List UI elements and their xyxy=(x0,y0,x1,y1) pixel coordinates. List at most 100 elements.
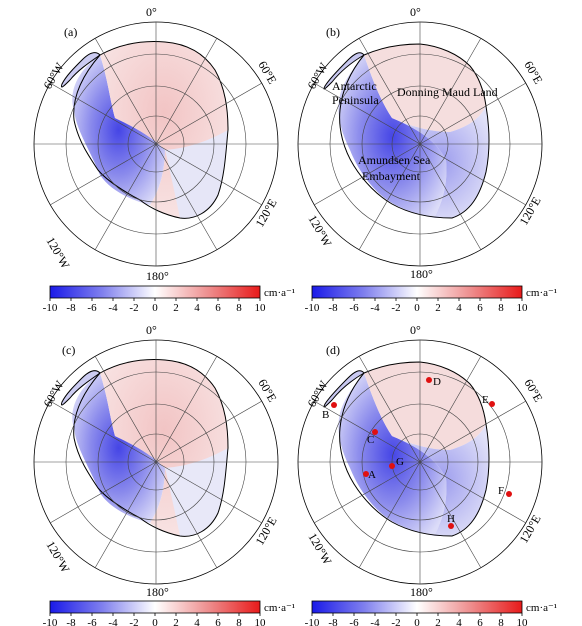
site-label: G xyxy=(396,456,404,468)
coastline xyxy=(339,361,490,537)
colorbar-tick-label: -8 xyxy=(66,302,76,314)
graticule xyxy=(297,21,543,267)
graticule xyxy=(33,21,279,267)
colorbar-tick-label: -4 xyxy=(370,617,380,626)
colorbar-unit: cm·a⁻¹ xyxy=(526,602,557,614)
colorbar-tick-label: 8 xyxy=(498,302,504,314)
continent-west-negative xyxy=(72,55,165,205)
panel-a: (a) 0° 180° 60°W 120°W 60°E 120°E xyxy=(33,5,280,283)
graticule-label-bottom: 180° xyxy=(146,269,169,283)
colorbar-tick-label: 8 xyxy=(498,617,504,626)
region-label-embayment: Embayment xyxy=(362,169,421,183)
colorbar-tick-label: 4 xyxy=(194,302,200,314)
colorbar-tick-label: 2 xyxy=(173,302,179,314)
graticule-label-top: 0° xyxy=(410,323,421,337)
colorbar-tick-label: 0 xyxy=(152,617,158,626)
site-c: C xyxy=(367,429,378,446)
colorbar-tick-label: 0 xyxy=(414,617,420,626)
graticule-label-bottom: 180° xyxy=(410,267,433,281)
colorbar-tick-label: 8 xyxy=(236,302,242,314)
colorbar-tick-label: -10 xyxy=(305,617,320,626)
region-label-amundsen-sea: Amundsen Sea xyxy=(358,153,431,167)
colorbar-unit: cm·a⁻¹ xyxy=(264,602,295,614)
colorbar-tick-label: 4 xyxy=(194,617,200,626)
continent-east-positive xyxy=(364,362,486,450)
colorbar-tick-label: -2 xyxy=(129,302,138,314)
colorbar-tick-label: 2 xyxy=(435,302,441,314)
colorbar-tick-label: 6 xyxy=(477,617,483,626)
graticule-label-right-upper: 60°E xyxy=(255,377,279,405)
colorbar-tick-label: -6 xyxy=(349,302,359,314)
continent-east-positive xyxy=(364,44,486,132)
region-label-peninsula: Peninsula xyxy=(332,93,379,107)
site-d: D xyxy=(426,376,441,388)
site-label: A xyxy=(368,469,376,481)
site-label: C xyxy=(367,434,374,446)
colorbar-unit: cm·a⁻¹ xyxy=(264,287,295,299)
continent-west-negative xyxy=(338,55,447,218)
graticule-label-top: 0° xyxy=(146,5,157,19)
colorbar-tick-label: 10 xyxy=(255,617,267,626)
panel-label: (a) xyxy=(64,25,77,39)
colorbar-tick-label: 2 xyxy=(435,617,441,626)
colorbar-tick-label: -8 xyxy=(328,617,338,626)
colorbar-tick-label: -8 xyxy=(328,302,338,314)
colorbar-tick-label: -10 xyxy=(43,302,58,314)
graticule-label-left-lower: 120°W xyxy=(43,539,73,576)
colorbar-tick-label: -6 xyxy=(87,302,97,314)
graticule-label-bottom: 180° xyxy=(146,585,169,599)
graticule-label-top: 0° xyxy=(146,323,157,337)
colorbar-tick-label: 6 xyxy=(477,302,483,314)
graticule xyxy=(33,339,279,585)
colorbar-tick-label: 10 xyxy=(517,302,529,314)
graticule-label-left-lower: 120°W xyxy=(305,531,335,568)
site-a: A xyxy=(363,469,376,481)
colorbar-tick-label: -4 xyxy=(370,302,380,314)
region-label-donning-maud-land: Donning Maud Land xyxy=(397,85,498,99)
graticule-label-right-upper: 60°E xyxy=(255,59,279,87)
panel-label: (b) xyxy=(326,25,340,39)
colorbar-tick-label: -6 xyxy=(87,617,97,626)
colorbar: cm·a⁻¹ -10 -8 -6 -4 -2 0 2 4 6 8 10 xyxy=(43,285,295,314)
graticule-label-left-lower: 120°W xyxy=(305,213,335,250)
panel-d: (d) 0° 180° 60°W 120°W 60°E 120°E D E B … xyxy=(297,323,546,599)
colorbar-tick-label: -2 xyxy=(391,302,400,314)
antarctic-peninsula-shape xyxy=(323,52,365,90)
site-label: B xyxy=(322,409,329,421)
panel-label: (c) xyxy=(62,343,75,357)
colorbar-tick-label: 10 xyxy=(255,302,267,314)
panel-b: (b) 0° 180° 60°W 120°W 60°E 120°E Antarc… xyxy=(297,5,546,281)
graticule-label-right-lower: 120°E xyxy=(516,512,543,545)
site-label: D xyxy=(433,376,441,388)
site-h: H xyxy=(447,513,455,529)
graticule-label-left-lower: 120°W xyxy=(43,235,73,272)
antarctic-peninsula-shape xyxy=(61,52,101,88)
colorbar-tick-label: -6 xyxy=(349,617,359,626)
colorbar: cm·a⁻¹ -10 -8 -6 -4 -2 0 2 4 6 8 10 xyxy=(43,600,295,626)
colorbar-tick-label: 6 xyxy=(215,302,221,314)
colorbar-tick-label: -2 xyxy=(129,617,138,626)
colorbar-tick-label: -10 xyxy=(305,302,320,314)
graticule-label-right-lower: 120°E xyxy=(516,194,543,227)
antarctic-peninsula-shape xyxy=(61,370,101,406)
site-g: G xyxy=(389,456,404,469)
site-b: B xyxy=(322,402,337,421)
colorbar-tick-label: 2 xyxy=(173,617,179,626)
colorbar-tick-label: -8 xyxy=(66,617,76,626)
region-label-antarctic: Antarctic xyxy=(332,79,377,93)
graticule-label-top: 0° xyxy=(410,5,421,19)
colorbar-tick-label: 0 xyxy=(414,302,420,314)
continent-west-negative xyxy=(338,373,447,536)
antarctic-peninsula-shape xyxy=(323,370,365,408)
colorbar-tick-label: -10 xyxy=(43,617,58,626)
coastline xyxy=(339,43,490,219)
colorbar-tick-label: 10 xyxy=(517,617,529,626)
site-label: H xyxy=(447,513,455,525)
colorbar: cm·a⁻¹ -10 -8 -6 -4 -2 0 2 4 6 8 10 xyxy=(305,600,557,626)
site-f: F xyxy=(498,485,512,497)
panel-label: (d) xyxy=(326,343,340,357)
colorbar-tick-label: 8 xyxy=(236,617,242,626)
colorbar-tick-label: 0 xyxy=(152,302,158,314)
graticule-label-bottom: 180° xyxy=(410,585,433,599)
graticule xyxy=(297,339,543,585)
